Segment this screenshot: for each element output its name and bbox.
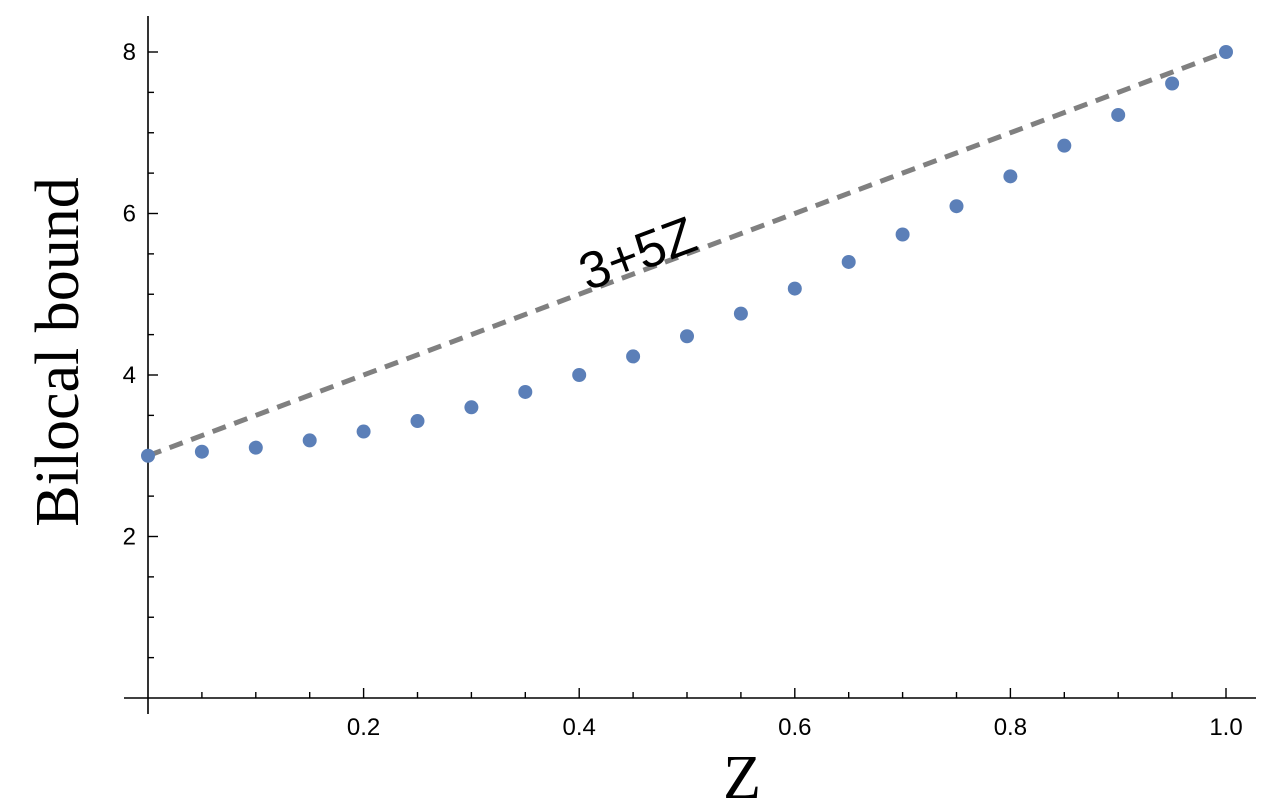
y-axis-title: Bilocal bound: [24, 177, 92, 527]
axes: [124, 16, 1256, 714]
data-point: [841, 254, 856, 269]
data-point: [680, 329, 694, 344]
annotation-label: 3+5Z: [572, 206, 705, 302]
data-point: [1057, 138, 1072, 153]
tick-labels: 0.2 0.4 0.6 0.8 1.0 2 4 6 8: [123, 39, 1243, 741]
data-point: [626, 349, 641, 364]
data-point: [949, 199, 964, 214]
data-point: [194, 444, 209, 459]
data-point: [302, 433, 317, 448]
y-tick-label: 4: [123, 362, 136, 389]
data-point: [410, 414, 425, 429]
data-point: [1165, 76, 1180, 91]
data-point: [1111, 107, 1126, 122]
series-layer: [141, 45, 1233, 463]
x-tick-label: 0.2: [347, 714, 380, 741]
x-tick-label: 0.8: [994, 714, 1027, 741]
data-point: [356, 424, 371, 439]
y-tick-label: 6: [123, 201, 136, 228]
dashed-line-series: [147, 49, 1227, 459]
x-axis-title: Z: [723, 744, 761, 805]
data-point: [248, 440, 263, 455]
data-point: [733, 306, 748, 321]
x-tick-label: 1.0: [1209, 714, 1242, 741]
data-point: [518, 384, 533, 399]
x-tick-label: 0.6: [778, 714, 811, 741]
data-point: [1003, 169, 1018, 184]
data-point: [464, 400, 479, 415]
data-point: [895, 227, 910, 242]
x-tick-label: 0.4: [563, 714, 596, 741]
y-tick-label: 8: [123, 39, 136, 66]
ticks: [148, 51, 1227, 698]
data-point: [787, 281, 802, 296]
data-point: [1219, 45, 1233, 59]
data-point: [141, 448, 155, 463]
data-point: [572, 368, 587, 382]
y-tick-label: 2: [123, 524, 136, 551]
